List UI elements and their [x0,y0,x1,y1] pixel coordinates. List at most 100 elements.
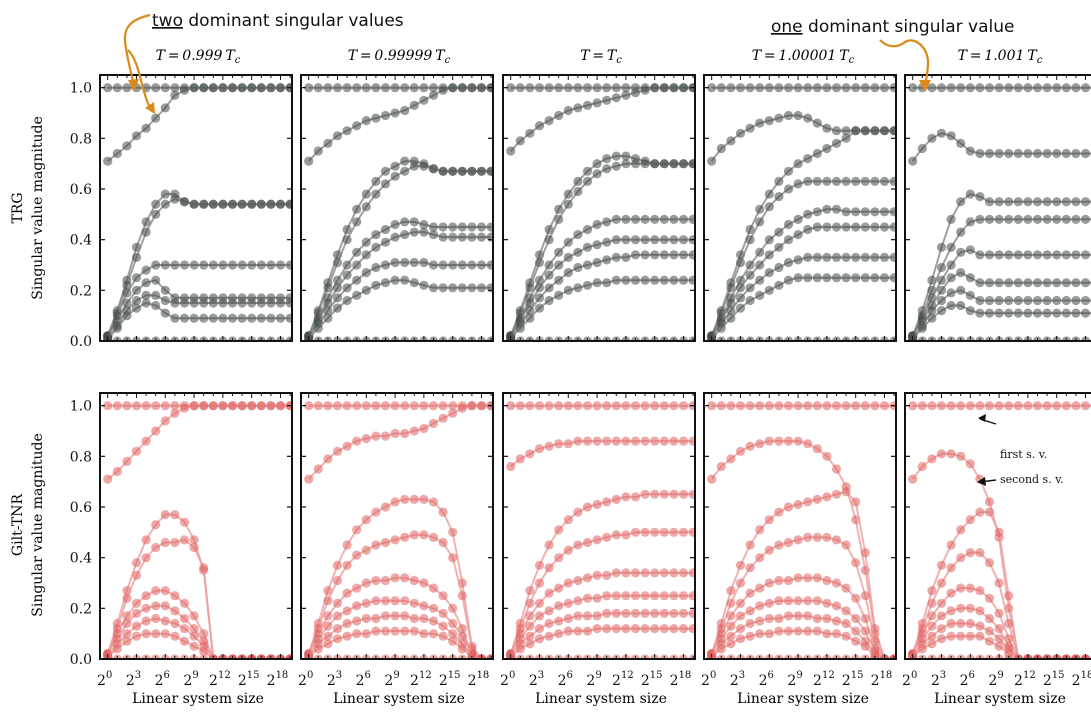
data-point [1042,83,1052,93]
data-point [227,199,238,209]
data-point [554,260,564,270]
data-point [448,408,458,418]
data-point [573,507,583,517]
data-point [1013,148,1023,159]
data-point [927,133,937,143]
data-point [602,164,612,174]
data-point [1071,308,1081,318]
data-point [764,235,774,245]
data-point [956,197,966,207]
data-point [419,629,429,639]
x-tick-base: 2 [468,673,477,689]
data-point [764,629,774,639]
data-point [160,509,170,520]
x-tick-label: 20 [298,670,313,689]
data-point [247,260,257,270]
data-point [112,83,122,93]
data-point [812,207,822,217]
data-point [515,136,525,146]
data-point [534,121,545,131]
data-point [448,603,458,613]
data-point [237,199,247,209]
data-point [592,593,602,603]
data-point [783,537,794,548]
data-point [361,189,371,199]
data-point [448,553,458,563]
data-point [1004,278,1014,288]
data-point [831,578,842,588]
x-tick-base: 2 [1072,673,1081,689]
data-point [428,583,439,593]
x-axis-label-1: Linear system size [132,691,264,707]
data-point [783,184,794,194]
data-point [726,283,736,293]
data-point [390,497,400,507]
data-point [563,439,573,449]
data-point [390,596,400,606]
data-point [582,573,593,583]
data-point [917,323,927,333]
data-point [659,83,669,93]
data-point [956,83,966,93]
data-point [266,401,276,411]
data-point [160,308,170,318]
data-point [994,295,1004,306]
data-point [1042,250,1052,260]
data-point [984,636,995,646]
data-point [103,401,113,411]
data-point [975,148,985,159]
x-tick-base: 2 [183,673,192,689]
x-tick-base: 2 [529,673,538,689]
data-point [755,247,765,257]
data-point [151,542,161,553]
data-point [371,262,381,273]
data-point [889,126,896,136]
data-point [889,207,896,217]
data-point [534,611,545,621]
data-point [323,596,333,606]
y-tick-label: 0.4 [70,551,92,567]
data-point [554,525,564,535]
svg-text:two dominant singular values: two dominant singular values [152,11,404,31]
data-point [621,151,631,161]
y-tick-label: 0.6 [70,500,92,516]
data-point [1032,83,1043,93]
data-point [544,588,554,598]
data-point [371,401,381,411]
data-point [554,553,564,563]
data-point [486,232,493,242]
x-tick-label: 212 [813,670,835,689]
data-point [428,616,439,626]
data-point [735,611,746,621]
data-point [525,298,535,308]
data-point [592,570,602,581]
data-point [131,285,142,295]
data-point [1080,401,1091,411]
data-point [448,629,458,639]
data-point [965,217,975,227]
data-point [889,176,896,186]
data-point [755,439,765,449]
data-point [361,545,371,555]
data-point [803,401,813,411]
data-point [870,273,880,283]
data-point [1052,401,1062,411]
data-point [936,128,947,138]
data-point [841,487,851,497]
data-point [515,323,525,333]
data-point [275,83,286,93]
data-point [1042,278,1052,288]
x-tick-exponent: 9 [192,670,198,681]
data-point [793,255,803,265]
x-tick-base: 2 [787,673,796,689]
series-line-2 [107,404,291,480]
data-point [380,179,391,189]
data-point [160,199,170,209]
data-point [659,591,669,601]
data-point [275,401,286,411]
data-point [917,644,927,654]
data-point [621,401,631,411]
data-point [428,629,439,639]
data-point [650,624,660,634]
data-point [285,260,292,270]
